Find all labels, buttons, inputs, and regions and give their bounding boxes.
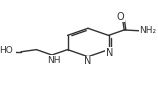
Text: NH₂: NH₂ [139, 26, 156, 35]
Text: N: N [84, 56, 91, 66]
Text: O: O [117, 12, 125, 22]
Text: N: N [106, 48, 113, 58]
Text: HO: HO [0, 46, 13, 55]
Text: NH: NH [47, 56, 61, 65]
